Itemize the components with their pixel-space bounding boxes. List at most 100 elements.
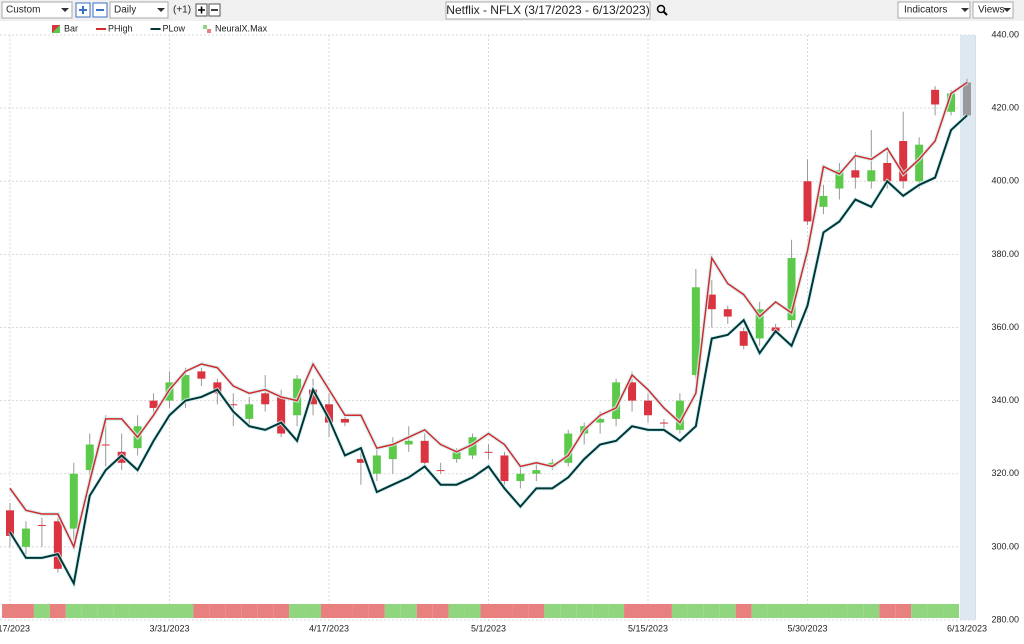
signal-segment bbox=[608, 604, 625, 618]
legend-label: PLow bbox=[163, 23, 186, 33]
dropdown-arrow bbox=[961, 8, 969, 12]
signal-segment bbox=[879, 604, 896, 618]
candle-body bbox=[835, 170, 844, 189]
signal-segment bbox=[624, 604, 641, 618]
signal-segment bbox=[97, 604, 114, 618]
signal-segment bbox=[512, 604, 529, 618]
y-tick-label: 380.00 bbox=[991, 249, 1019, 259]
indicators-text: Indicators bbox=[904, 5, 947, 16]
candle-body bbox=[37, 524, 46, 526]
candle-body bbox=[659, 422, 668, 424]
signal-segment bbox=[81, 604, 98, 618]
signal-segment bbox=[432, 604, 449, 618]
signal-segment bbox=[671, 604, 688, 618]
signal-segment bbox=[257, 604, 274, 618]
candle-body bbox=[149, 400, 158, 408]
x-tick-label: 3/31/2023 bbox=[149, 623, 189, 633]
signal-segment bbox=[145, 604, 162, 618]
step-text: (+1) bbox=[173, 5, 191, 16]
views-button[interactable] bbox=[972, 1, 1014, 19]
candle-body bbox=[277, 396, 286, 434]
current-bar-shade bbox=[960, 35, 975, 620]
candle-body bbox=[947, 93, 956, 112]
legend-swatch bbox=[207, 29, 212, 33]
candle-body bbox=[197, 371, 206, 379]
signal-segment bbox=[655, 604, 672, 618]
signal-segment bbox=[49, 604, 66, 618]
signal-segment bbox=[480, 604, 497, 618]
chart-title: Netflix - NFLX (3/17/2023 - 6/13/2023) bbox=[446, 3, 649, 17]
y-tick-label: 360.00 bbox=[991, 322, 1019, 332]
signal-segment bbox=[177, 604, 194, 618]
candle-body bbox=[388, 444, 397, 460]
signal-segment bbox=[751, 604, 768, 618]
candle-body bbox=[372, 455, 381, 474]
signal-segment bbox=[863, 604, 880, 618]
signal-segment bbox=[352, 604, 369, 618]
candle-body bbox=[628, 382, 637, 401]
candle-body bbox=[309, 389, 318, 405]
signal-segment bbox=[400, 604, 417, 618]
signal-segment bbox=[384, 604, 401, 618]
signal-segment bbox=[209, 604, 226, 618]
signal-segment bbox=[193, 604, 210, 618]
candle-body bbox=[356, 459, 365, 463]
candle-body bbox=[899, 141, 908, 182]
signal-segment bbox=[783, 604, 800, 618]
candle-body bbox=[261, 393, 270, 405]
x-tick-label: 6/13/2023 bbox=[947, 623, 987, 633]
signal-segment bbox=[161, 604, 178, 618]
signal-segment bbox=[496, 604, 513, 618]
signal-segment bbox=[225, 604, 242, 618]
signal-segment bbox=[799, 604, 816, 618]
candle-body bbox=[6, 510, 14, 536]
line-series bbox=[9, 81, 968, 550]
candle-body bbox=[883, 162, 892, 182]
search-icon[interactable] bbox=[656, 4, 666, 14]
candle-body bbox=[787, 258, 796, 321]
interval-select[interactable] bbox=[109, 1, 169, 19]
indicators-button[interactable] bbox=[897, 1, 971, 19]
period-select[interactable] bbox=[1, 1, 73, 19]
symbol-box[interactable] bbox=[445, 1, 651, 20]
candle-body bbox=[500, 455, 509, 482]
candle-body bbox=[340, 418, 349, 423]
signal-segment bbox=[336, 604, 353, 618]
candle-body bbox=[452, 451, 461, 460]
legend-swatch bbox=[203, 25, 208, 29]
x-tick-label: 5/30/2023 bbox=[787, 623, 827, 633]
signal-segment bbox=[65, 604, 82, 618]
period-text: Custom bbox=[6, 5, 40, 16]
signal-segment bbox=[289, 604, 306, 618]
x-tick-label: 5/1/2023 bbox=[471, 623, 506, 633]
candle-body bbox=[819, 195, 828, 207]
signal-segment bbox=[273, 604, 290, 618]
signal-segment bbox=[815, 604, 832, 618]
candle-body bbox=[755, 309, 764, 339]
signal-segment bbox=[544, 604, 561, 618]
y-tick-label: 320.00 bbox=[991, 468, 1019, 478]
signal-segment bbox=[576, 604, 593, 618]
candle-body bbox=[644, 400, 652, 416]
signal-segment bbox=[735, 604, 752, 618]
signal-segment bbox=[895, 604, 912, 618]
signal-segment bbox=[927, 604, 944, 618]
candle-body bbox=[484, 451, 493, 453]
interval-text: Daily bbox=[114, 5, 136, 16]
candle-body bbox=[85, 444, 94, 471]
candle-body bbox=[707, 294, 716, 310]
candle-body bbox=[915, 144, 924, 182]
candle-body bbox=[404, 440, 413, 445]
signal-segment bbox=[560, 604, 577, 618]
x-tick-label: 5/15/2023 bbox=[628, 623, 668, 633]
y-tick-label: 300.00 bbox=[991, 541, 1019, 551]
candle-body bbox=[596, 418, 605, 423]
candle-body bbox=[101, 444, 110, 446]
candle-body bbox=[851, 170, 860, 178]
signal-segment bbox=[719, 604, 736, 618]
plus-icon bbox=[198, 6, 205, 14]
candle-body bbox=[181, 375, 190, 401]
signal-segment bbox=[448, 604, 465, 618]
signal-segment bbox=[767, 604, 784, 618]
